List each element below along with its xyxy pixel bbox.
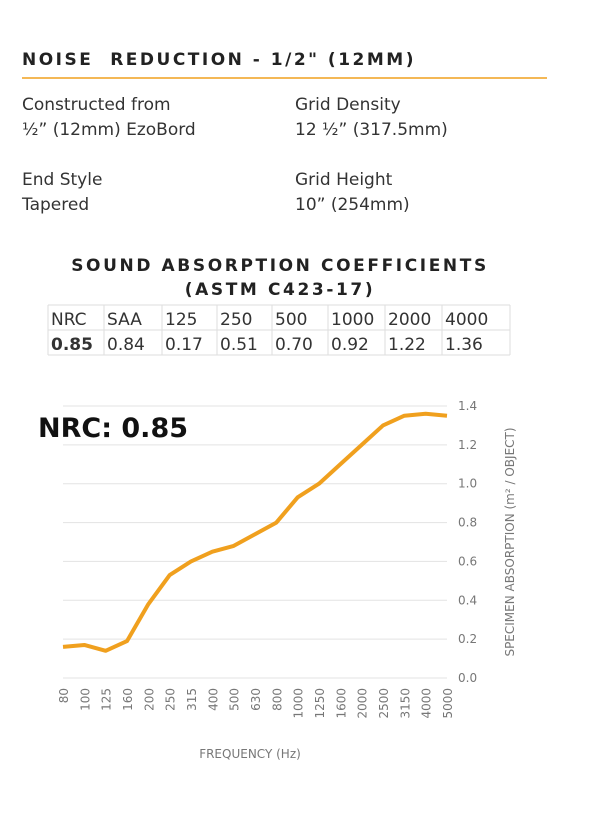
- y-tick-label: 0.8: [458, 516, 477, 530]
- table-cell: 1.36: [445, 335, 483, 355]
- y-axis-label: SPECIMEN ABSORPTION (m² / OBJECT): [503, 427, 517, 656]
- table-subtitle: (ASTM C423-17): [185, 280, 375, 300]
- x-tick-label: 630: [249, 688, 263, 711]
- x-tick-label: 1250: [313, 688, 327, 719]
- annotation: NRC: 0.85: [38, 413, 188, 444]
- spec-label: Grid Height: [295, 170, 393, 190]
- table-cell: SAA: [107, 310, 142, 330]
- data-line: [62, 411, 448, 653]
- spec-value: ½” (12mm) EzoBord: [22, 120, 196, 140]
- table-title: SOUND ABSORPTION COEFFICIENTS: [71, 256, 489, 276]
- table-cell: 125: [165, 310, 197, 330]
- y-tick-label: 1.2: [458, 438, 477, 452]
- y-tick-label: 0.4: [458, 593, 477, 607]
- spec-label: Constructed from: [22, 95, 171, 115]
- x-axis-label: FREQUENCY (Hz): [199, 747, 301, 761]
- table-cell: 500: [275, 310, 307, 330]
- table-cell: 0.70: [275, 335, 313, 355]
- table-cell: 0.84: [107, 335, 145, 355]
- spec-value: 10” (254mm): [295, 195, 410, 215]
- x-tick-label: 5000: [441, 688, 455, 719]
- x-tick-label: 500: [228, 688, 242, 711]
- y-tick-label: 0.6: [458, 554, 477, 568]
- table-cell: 250: [220, 310, 252, 330]
- table-cell: 1000: [331, 310, 374, 330]
- spec-label: End Style: [22, 170, 102, 190]
- table-cell: 4000: [445, 310, 488, 330]
- y-tick-label: 0.0: [458, 671, 477, 685]
- x-tick-label: 4000: [420, 688, 434, 719]
- x-tick-label: 125: [100, 688, 114, 711]
- table-cell: 0.51: [220, 335, 258, 355]
- x-tick-label: 1600: [334, 688, 348, 719]
- x-tick-label: 800: [270, 688, 284, 711]
- y-tick-label: 1.0: [458, 477, 477, 491]
- x-tick-label: 160: [121, 688, 135, 711]
- x-tick-label: 3150: [398, 688, 412, 719]
- table-cell: 0.85: [51, 335, 93, 355]
- x-tick-label: 315: [185, 688, 199, 711]
- table-cell: 0.92: [331, 335, 369, 355]
- spec-value: 12 ½” (317.5mm): [295, 120, 448, 140]
- x-tick-label: 80: [57, 688, 71, 703]
- x-tick-label: 250: [164, 688, 178, 711]
- table-cell: 1.22: [388, 335, 426, 355]
- table-cell: 0.17: [165, 335, 203, 355]
- title: NOISE REDUCTION - 1/2" (12MM): [22, 50, 416, 70]
- x-tick-label: 100: [78, 688, 92, 711]
- x-tick-label: 2000: [356, 688, 370, 719]
- y-tick-label: 0.2: [458, 632, 477, 646]
- y-tick-label: 1.4: [458, 399, 477, 413]
- spec-label: Grid Density: [295, 95, 401, 115]
- x-tick-label: 200: [142, 688, 156, 711]
- x-tick-label: 1000: [292, 688, 306, 719]
- table-cell: NRC: [51, 310, 87, 330]
- x-tick-label: 2500: [377, 688, 391, 719]
- spec-value: Tapered: [21, 195, 89, 215]
- x-tick-label: 400: [206, 688, 220, 711]
- table-cell: 2000: [388, 310, 431, 330]
